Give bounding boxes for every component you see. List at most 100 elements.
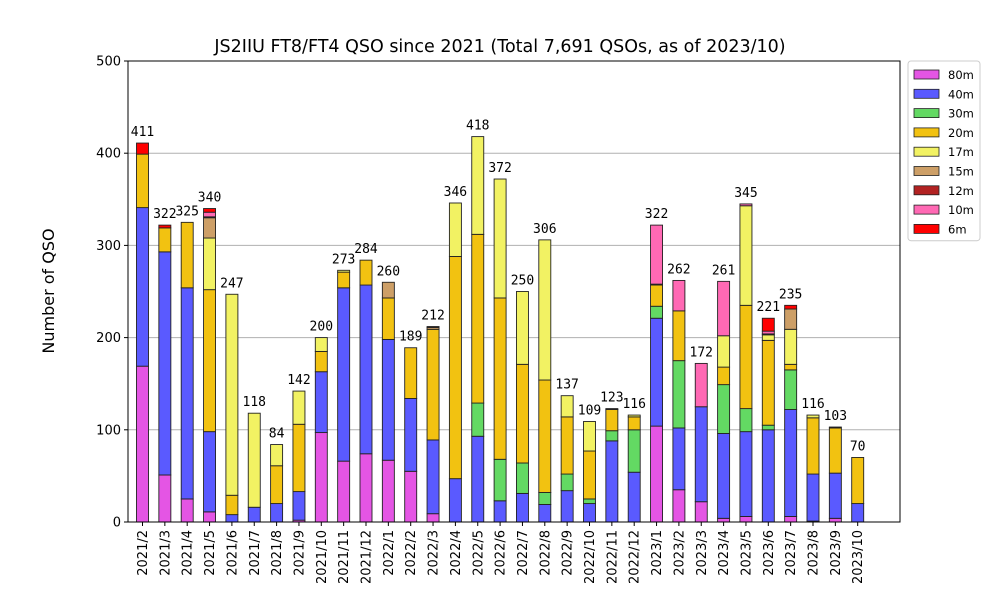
bar-segment-6m [203, 208, 217, 213]
bar-stack-2023/9 [828, 426, 842, 523]
x-tick-label: 2021/2 [136, 530, 151, 576]
total-label: 322 [645, 207, 668, 222]
bar-segment-80m [650, 425, 663, 523]
y-tick-label: 300 [96, 239, 121, 254]
total-label: 123 [600, 391, 623, 406]
bar-segment-20m [404, 347, 418, 399]
bar-segment-10m [650, 224, 663, 285]
bar-stack-2022/8 [538, 239, 552, 523]
bar-segment-80m [203, 511, 217, 523]
bar-segment-17m [761, 334, 775, 341]
x-tick-label: 2022/7 [516, 530, 531, 576]
x-tick-label: 2022/6 [494, 530, 509, 576]
y-tick-label: 400 [96, 147, 121, 162]
plot-frame [127, 60, 901, 523]
bar-stack-2021/4 [180, 221, 194, 523]
total-label: 247 [220, 276, 243, 291]
legend-label-12m: 12m [948, 184, 974, 198]
y-axis-label: Number of QSO [39, 228, 58, 353]
bar-segment-6m [761, 317, 775, 332]
total-label: 137 [555, 378, 578, 393]
bar-segment-30m [784, 369, 798, 410]
total-label: 306 [533, 222, 556, 237]
bar-segment-15m [784, 308, 798, 330]
legend-swatch-30m [913, 108, 940, 118]
bar-segment-40m [739, 431, 753, 517]
bar-segment-80m [694, 501, 708, 523]
bar-segment-40m [516, 492, 529, 523]
legend-label-20m: 20m [948, 126, 974, 140]
total-label: 250 [511, 274, 534, 289]
bar-segment-40m [203, 431, 217, 513]
legend-label-80m: 80m [948, 68, 974, 82]
bar-segment-12m [828, 426, 842, 429]
bar-stack-2022/10 [583, 421, 596, 523]
bar-segment-20m [560, 416, 574, 475]
bar-stack-2021/6 [225, 293, 239, 523]
bar-segment-80m [739, 516, 753, 523]
legend-swatch-17m [913, 146, 940, 157]
bar-segment-10m [203, 211, 217, 218]
bar-segment-17m [560, 395, 574, 418]
total-label: 103 [824, 409, 847, 424]
legend-swatch-80m [913, 69, 940, 80]
bar-segment-40m [448, 478, 462, 523]
bar-segment-17m [471, 136, 485, 235]
bar-segment-20m [136, 153, 149, 209]
bar-segment-10m [672, 279, 686, 312]
bar-segment-40m [471, 435, 485, 523]
bar-segment-20m [381, 297, 395, 340]
total-label: 261 [712, 263, 735, 278]
total-label: 340 [198, 191, 221, 206]
bar-segment-12m [426, 326, 440, 328]
bar-stack-2021/12 [359, 259, 373, 523]
bar-segment-80m [426, 513, 440, 523]
bar-stack-2022/3 [426, 326, 440, 523]
bar-segment-30m [516, 462, 529, 494]
bar-segment-80m [136, 365, 149, 523]
bar-stack-2023/5 [739, 203, 753, 523]
bar-segment-20m [270, 465, 284, 505]
bar-segment-20m [717, 366, 731, 386]
x-tick-label: 2021/8 [270, 530, 285, 576]
bar-segment-40m [381, 338, 395, 461]
legend-swatch-12m [913, 185, 940, 196]
bar-stack-2021/10 [314, 337, 328, 523]
bar-segment-20m [739, 304, 753, 410]
bar-segment-20m [828, 427, 842, 474]
x-tick-label: 2021/4 [181, 530, 196, 576]
y-tick-label: 100 [96, 423, 121, 438]
bar-segment-20m [471, 233, 485, 404]
y-tick-label: 0 [113, 516, 121, 531]
bar-segment-20m [761, 339, 775, 426]
bar-segment-20m [583, 450, 596, 500]
y-tick-label: 200 [96, 331, 121, 346]
x-tick-label: 2022/1 [382, 530, 397, 576]
bar-segment-20m [426, 328, 440, 441]
bar-segment-80m [404, 470, 418, 523]
bar-stack-2022/5 [471, 136, 485, 523]
total-label: 346 [444, 185, 467, 200]
bar-stack-2023/10 [851, 457, 865, 523]
legend-swatch-6m [913, 223, 940, 234]
bar-stack-2021/5 [203, 208, 217, 523]
bar-segment-17m [516, 291, 529, 365]
bar-segment-20m [225, 494, 239, 516]
bar-segment-30m [538, 492, 552, 505]
total-label: 189 [399, 330, 422, 345]
bar-segment-30m [471, 402, 485, 437]
bar-segment-20m [851, 457, 865, 505]
total-label: 411 [131, 125, 154, 140]
bar-segment-40m [806, 473, 820, 522]
x-tick-label: 2023/2 [672, 530, 687, 576]
bar-segment-20m [314, 350, 328, 373]
total-label: 212 [421, 309, 444, 324]
legend: 80m 40m 30m 20m 17m 15m 12m 10m 6m [907, 60, 981, 242]
bar-segment-40m [851, 503, 865, 523]
x-tick-label: 2021/3 [158, 530, 173, 576]
bar-segment-30m [761, 424, 775, 431]
x-tick-label: 2021/9 [292, 530, 307, 576]
total-label: 116 [622, 397, 645, 412]
x-tick-label: 2022/11 [605, 530, 620, 584]
bar-segment-20m [784, 363, 798, 371]
